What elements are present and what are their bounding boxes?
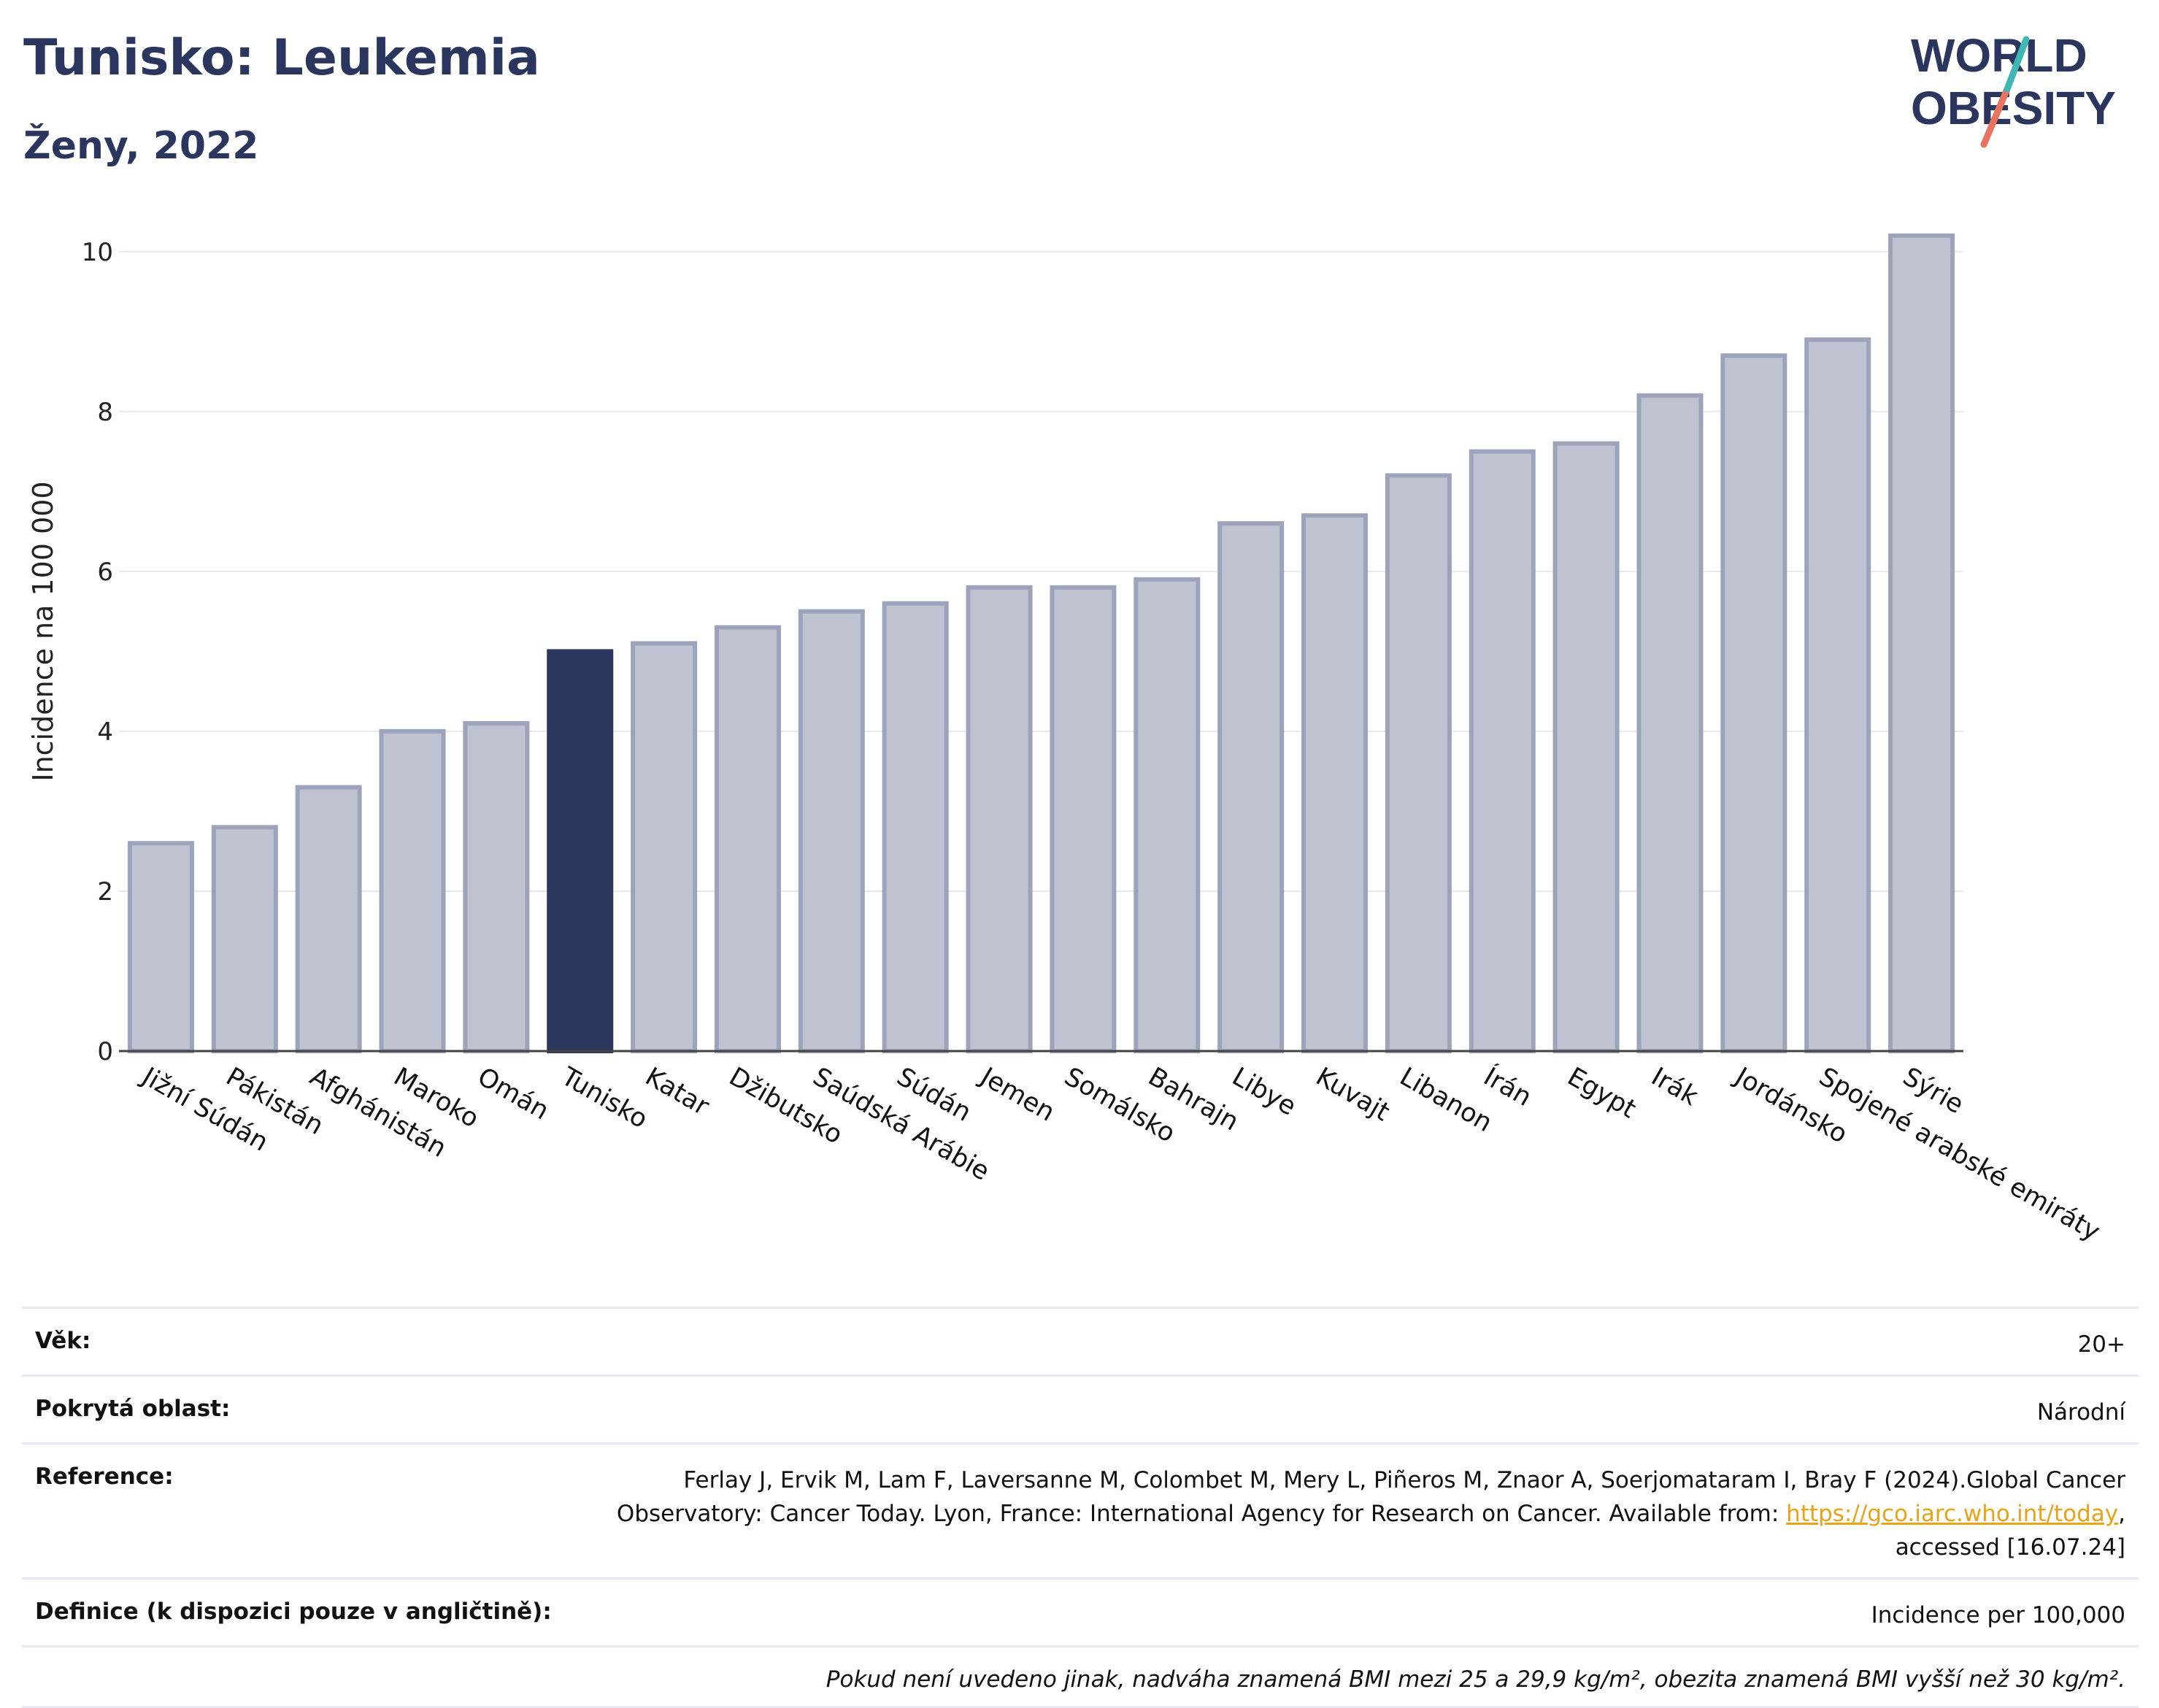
- age-value: 20+: [2077, 1331, 2125, 1358]
- x-tick-label: Kuvajt: [1311, 1062, 1394, 1127]
- y-tick-label: 10: [82, 238, 113, 267]
- info-row-note: Pokud není uvedeno jinak, nadváha znamen…: [22, 1645, 2139, 1708]
- reference-text: Ferlay J, Ervik M, Lam F, Laversanne M, …: [616, 1467, 2125, 1527]
- bar: [1301, 513, 1369, 1053]
- x-tick-label: Katar: [640, 1062, 714, 1122]
- y-tick-label: 4: [97, 718, 113, 747]
- x-tick-label: Irák: [1646, 1062, 1703, 1112]
- bar: [1804, 337, 1871, 1053]
- bmi-note: Pokud není uvedeno jinak, nadváha znamen…: [826, 1666, 2125, 1693]
- bar: [1636, 393, 1704, 1053]
- x-tick-label: Írán: [1479, 1061, 1537, 1112]
- x-tick-label: Tunisko: [555, 1062, 652, 1135]
- info-table: Věk: 20+ Pokrytá oblast: Národní Referen…: [22, 1307, 2139, 1708]
- info-row-definition: Definice (k dispozici pouze v angličtině…: [22, 1577, 2139, 1645]
- x-tick-label: Omán: [472, 1062, 553, 1126]
- bar: [1469, 449, 1536, 1053]
- page-subtitle: Ženy, 2022: [23, 124, 259, 168]
- bar: [463, 720, 530, 1053]
- coverage-value: Národní: [2036, 1399, 2125, 1426]
- definition-label: Definice (k dispozici pouze v angličtině…: [35, 1599, 552, 1625]
- info-row-age: Věk: 20+: [22, 1307, 2139, 1374]
- bar: [966, 585, 1033, 1053]
- bar: [1720, 353, 1787, 1053]
- y-tick-label: 8: [97, 398, 113, 427]
- x-tick-label: Egypt: [1563, 1062, 1641, 1124]
- svg-text:WORLD: WORLD: [1911, 29, 2087, 82]
- bar: [882, 601, 949, 1053]
- reference-link[interactable]: https://gco.iarc.who.int/today: [1786, 1501, 2119, 1527]
- page-title: Tunisko: Leukemia: [23, 29, 540, 87]
- bar-highlighted: [547, 649, 614, 1053]
- reference-value: Ferlay J, Ervik M, Lam F, Laversanne M, …: [593, 1463, 2125, 1564]
- svg-text:OBESITY: OBESITY: [1911, 82, 2116, 134]
- bar: [714, 625, 781, 1053]
- bar: [1134, 577, 1201, 1053]
- y-tick-label: 6: [97, 558, 113, 587]
- bar: [211, 825, 278, 1054]
- bar: [1385, 473, 1452, 1053]
- bar: [1050, 585, 1117, 1053]
- world-obesity-logo: WORLD OBESITY: [1911, 29, 2116, 148]
- reference-accessed: , accessed [16.07.24]: [1895, 1501, 2125, 1561]
- y-tick-label: 2: [97, 877, 113, 907]
- bar: [1888, 233, 1955, 1053]
- bar: [631, 641, 698, 1053]
- x-tick-label: Jemen: [974, 1061, 1060, 1127]
- x-tick-label: Libanon: [1395, 1062, 1497, 1138]
- y-axis-title: Incidence na 100 000: [27, 481, 59, 781]
- y-tick-label: 0: [97, 1037, 113, 1066]
- info-row-coverage: Pokrytá oblast: Národní: [22, 1374, 2139, 1442]
- bar: [1552, 441, 1620, 1053]
- reference-label: Reference:: [35, 1463, 174, 1490]
- bar: [379, 728, 446, 1054]
- bar: [798, 609, 865, 1053]
- definition-value: Incidence per 100,000: [1871, 1602, 2125, 1628]
- info-row-reference: Reference: Ferlay J, Ervik M, Lam F, Lav…: [22, 1442, 2139, 1577]
- bar: [1217, 521, 1285, 1053]
- coverage-label: Pokrytá oblast:: [35, 1396, 231, 1422]
- age-label: Věk:: [35, 1328, 91, 1354]
- bar: [295, 785, 362, 1053]
- bar: [127, 841, 194, 1053]
